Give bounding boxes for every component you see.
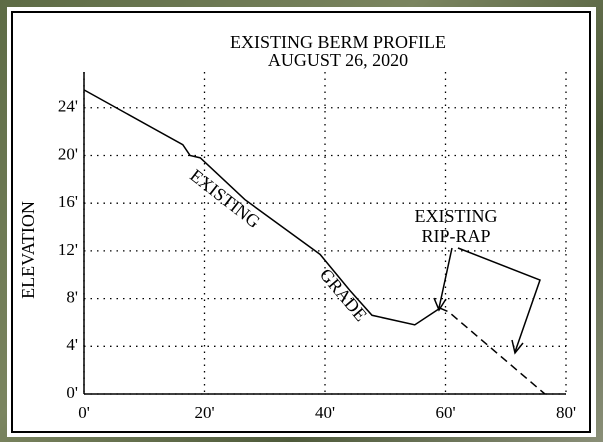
frame: [11, 11, 591, 433]
x-tick-label: 60': [435, 403, 455, 422]
y-tick-label: 12': [58, 240, 78, 259]
arrow: [438, 247, 453, 309]
x-tick-label: 0': [78, 403, 90, 422]
series-line: [439, 307, 546, 395]
y-tick-label: 16': [58, 192, 78, 211]
chart-subtitle: AUGUST 26, 2020: [268, 50, 408, 70]
x-tick-label: 80': [556, 403, 576, 422]
x-tick-label: 20': [194, 403, 214, 422]
y-tick-label: 24': [58, 97, 78, 116]
y-tick-label: 4': [66, 335, 78, 354]
y-tick-label: 0': [66, 383, 78, 402]
panel: [7, 7, 596, 437]
y-axis-label: ELEVATION: [18, 201, 38, 299]
series-line: [83, 89, 441, 326]
arrow-head: [433, 297, 447, 312]
chart-title: EXISTING BERM PROFILE: [230, 32, 446, 52]
y-tick-label: 20': [58, 144, 78, 163]
x-tick-label: 40': [315, 403, 335, 422]
annotation: EXISTING: [415, 206, 498, 226]
annotation: RIP-RAP: [421, 226, 490, 246]
y-tick-label: 8': [66, 287, 78, 306]
arrow: [457, 247, 541, 353]
